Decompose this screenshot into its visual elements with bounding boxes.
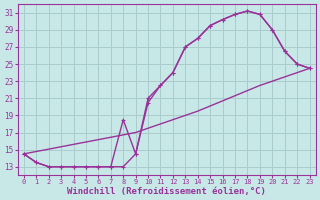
X-axis label: Windchill (Refroidissement éolien,°C): Windchill (Refroidissement éolien,°C) — [67, 187, 266, 196]
